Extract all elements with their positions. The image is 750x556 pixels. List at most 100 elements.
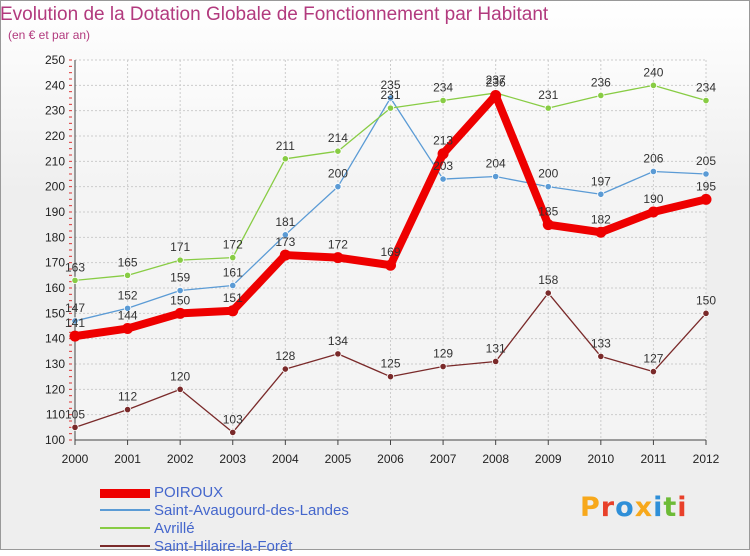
data-point: [122, 323, 134, 335]
data-label: 234: [433, 81, 453, 95]
data-point: [332, 252, 344, 264]
data-label: 129: [433, 347, 453, 361]
y-tick-label: 120: [45, 382, 65, 396]
data-label: 144: [118, 309, 138, 323]
y-tick-label: 170: [45, 256, 65, 270]
legend-swatch-saint-hilaire: [100, 545, 150, 547]
x-tick-label: 2003: [219, 452, 246, 466]
data-point: [176, 286, 184, 295]
data-label: 234: [696, 81, 716, 95]
x-tick-label: 2008: [482, 452, 509, 466]
logo-letter: t: [663, 492, 678, 523]
data-point: [71, 276, 79, 284]
x-tick-label: 2002: [167, 452, 194, 466]
data-label: 240: [643, 65, 663, 79]
data-point: [439, 175, 447, 183]
data-label: 147: [65, 301, 85, 315]
chart-title: Evolution de la Dotation Globale de Fonc…: [0, 4, 549, 25]
data-label: 200: [538, 167, 558, 181]
data-label: 195: [696, 179, 716, 193]
data-label: 134: [328, 334, 348, 348]
x-tick-label: 2004: [272, 452, 299, 466]
data-point: [492, 172, 500, 181]
data-point: [700, 193, 712, 205]
data-label: 103: [223, 412, 243, 426]
data-label: 150: [696, 293, 716, 307]
y-tick-label: 250: [45, 53, 65, 67]
data-label: 158: [538, 273, 558, 287]
y-tick-label: 220: [45, 129, 65, 143]
data-label: 169: [380, 245, 400, 259]
data-label: 128: [275, 349, 295, 363]
x-tick-label: 2011: [641, 452, 667, 466]
data-label: 231: [538, 88, 558, 102]
data-labels: 105 112 120 103 128 134 125 129 131 158 133 127 150 1…: [65, 65, 716, 426]
data-label: 151: [223, 291, 243, 305]
data-point: [595, 226, 607, 238]
data-label: 206: [643, 151, 663, 165]
data-point: [439, 362, 447, 371]
data-point: [229, 281, 237, 290]
data-point: [544, 104, 552, 112]
data-point: [386, 94, 395, 102]
data-point: [227, 305, 239, 317]
logo-letter: i: [653, 492, 664, 523]
data-label: 127: [643, 352, 663, 366]
data-label: 213: [433, 134, 453, 148]
axes: 100 110 120 130 140 150 160 170 180 190 200 210 220 2…: [45, 53, 720, 466]
data-label: 211: [276, 139, 295, 153]
data-label: 171: [170, 240, 190, 254]
data-point: [647, 206, 659, 218]
data-point: [279, 249, 291, 261]
proxiti-logo: Proxiti: [580, 492, 688, 523]
y-tick-label: 160: [45, 281, 65, 295]
x-tick-label: 2001: [114, 452, 141, 466]
legend-swatch-saint-avaugourd: [100, 509, 150, 511]
data-label: 131: [486, 341, 506, 355]
logo-letter: i: [677, 492, 688, 523]
data-label: 203: [433, 159, 453, 173]
data-label: 133: [591, 336, 611, 350]
x-tick-label: 2006: [377, 452, 404, 466]
y-tick-label: 100: [45, 433, 65, 447]
logo-letter: P: [580, 492, 601, 523]
data-point: [71, 317, 79, 325]
data-point: [492, 357, 500, 366]
data-label: 237: [486, 73, 506, 87]
data-point: [385, 259, 396, 271]
data-point: [334, 147, 342, 155]
data-label: 159: [170, 271, 190, 285]
data-point: [490, 89, 502, 101]
data-point: [334, 350, 342, 358]
y-tick-label: 190: [45, 205, 65, 219]
data-label: 161: [223, 265, 243, 279]
data-label: 236: [486, 75, 506, 89]
data-label: 200: [328, 167, 348, 181]
data-point: [176, 385, 184, 393]
y-tick-label: 130: [45, 357, 65, 371]
data-point: [439, 96, 447, 105]
data-point: [544, 183, 552, 191]
data-point: [281, 231, 289, 239]
data-label: 172: [223, 238, 243, 252]
x-tick-label: 2012: [693, 452, 720, 466]
legend-label: Avrillé: [154, 520, 195, 537]
data-label: 181: [275, 215, 295, 229]
logo-letter: r: [600, 492, 616, 523]
data-point: [123, 304, 132, 312]
data-label: 152: [118, 288, 138, 302]
data-point: [123, 271, 132, 279]
data-label: 172: [328, 238, 348, 252]
y-tick-label: 110: [46, 408, 65, 422]
legend-label: Saint-Hilaire-la-Forêt: [154, 538, 293, 555]
data-label: 185: [538, 205, 558, 219]
y-tick-label: 200: [45, 180, 65, 194]
x-tick-label: 2007: [430, 452, 457, 466]
data-point: [229, 428, 237, 436]
data-point: [281, 155, 289, 163]
legend-swatch-avrille: [100, 527, 150, 529]
data-point: [71, 423, 79, 431]
x-tick-label: 2009: [535, 452, 562, 466]
data-point: [174, 307, 186, 319]
